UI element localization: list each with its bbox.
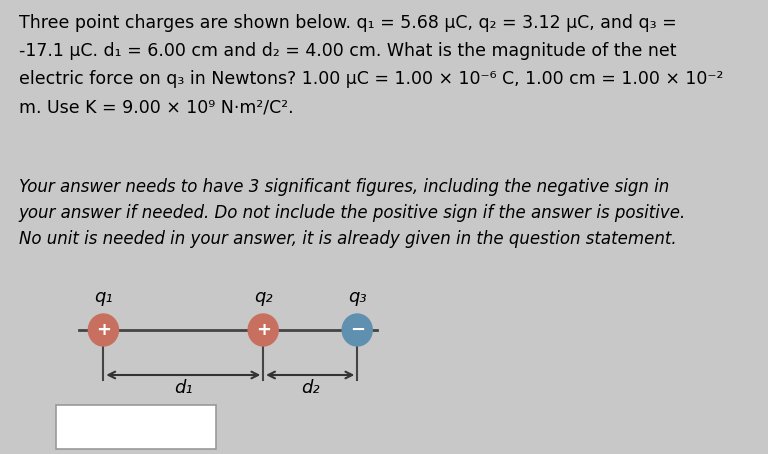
Circle shape bbox=[88, 314, 118, 346]
Text: d₂: d₂ bbox=[301, 379, 319, 397]
Text: −: − bbox=[349, 321, 365, 339]
Text: q₁: q₁ bbox=[94, 288, 113, 306]
Text: -17.1 μC. d₁ = 6.00 cm and d₂ = 4.00 cm. What is the magnitude of the net: -17.1 μC. d₁ = 6.00 cm and d₂ = 4.00 cm.… bbox=[18, 42, 677, 60]
Text: m. Use K = 9.00 × 10⁹ N·m²/C².: m. Use K = 9.00 × 10⁹ N·m²/C². bbox=[18, 98, 293, 116]
Text: +: + bbox=[256, 321, 270, 339]
Text: electric force on q₃ in Newtons? 1.00 μC = 1.00 × 10⁻⁶ C, 1.00 cm = 1.00 × 10⁻²: electric force on q₃ in Newtons? 1.00 μC… bbox=[18, 70, 723, 88]
Text: q₂: q₂ bbox=[254, 288, 273, 306]
Text: d₁: d₁ bbox=[174, 379, 193, 397]
Circle shape bbox=[248, 314, 278, 346]
FancyBboxPatch shape bbox=[56, 405, 217, 449]
Text: +: + bbox=[96, 321, 111, 339]
Circle shape bbox=[343, 314, 372, 346]
Text: your answer if needed. Do not include the positive sign if the answer is positiv: your answer if needed. Do not include th… bbox=[18, 204, 686, 222]
Text: Your answer needs to have 3 significant figures, including the negative sign in: Your answer needs to have 3 significant … bbox=[18, 178, 669, 196]
Text: Three point charges are shown below. q₁ = 5.68 μC, q₂ = 3.12 μC, and q₃ =: Three point charges are shown below. q₁ … bbox=[18, 14, 677, 32]
Text: No unit is needed in your answer, it is already given in the question statement.: No unit is needed in your answer, it is … bbox=[18, 230, 677, 248]
Text: q₃: q₃ bbox=[348, 288, 366, 306]
